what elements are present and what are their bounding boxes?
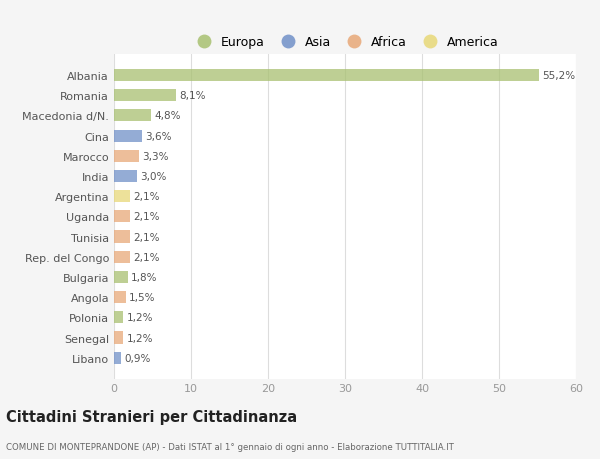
Bar — [114, 312, 123, 324]
Text: Cittadini Stranieri per Cittadinanza: Cittadini Stranieri per Cittadinanza — [6, 409, 297, 425]
Text: 1,8%: 1,8% — [131, 272, 157, 282]
Bar — [114, 190, 130, 203]
Bar — [114, 151, 139, 162]
Text: 3,0%: 3,0% — [140, 172, 167, 182]
Text: 3,3%: 3,3% — [142, 151, 169, 162]
Text: 2,1%: 2,1% — [133, 192, 160, 202]
Text: 8,1%: 8,1% — [179, 91, 206, 101]
Bar — [114, 231, 130, 243]
Text: 1,5%: 1,5% — [128, 292, 155, 302]
Legend: Europa, Asia, Africa, America: Europa, Asia, Africa, America — [187, 32, 503, 53]
Bar — [114, 110, 151, 122]
Bar — [114, 211, 130, 223]
Text: 3,6%: 3,6% — [145, 131, 172, 141]
Bar — [114, 130, 142, 142]
Bar — [114, 291, 125, 303]
Text: 2,1%: 2,1% — [133, 212, 160, 222]
Text: 2,1%: 2,1% — [133, 252, 160, 262]
Text: 1,2%: 1,2% — [127, 313, 153, 323]
Bar — [114, 70, 539, 82]
Text: COMUNE DI MONTEPRANDONE (AP) - Dati ISTAT al 1° gennaio di ogni anno - Elaborazi: COMUNE DI MONTEPRANDONE (AP) - Dati ISTA… — [6, 442, 454, 451]
Bar — [114, 352, 121, 364]
Bar — [114, 332, 123, 344]
Text: 0,9%: 0,9% — [124, 353, 151, 363]
Text: 2,1%: 2,1% — [133, 232, 160, 242]
Text: 55,2%: 55,2% — [542, 71, 575, 81]
Bar — [114, 90, 176, 102]
Text: 1,2%: 1,2% — [127, 333, 153, 343]
Bar — [114, 251, 130, 263]
Bar — [114, 171, 137, 183]
Text: 4,8%: 4,8% — [154, 111, 181, 121]
Bar — [114, 271, 128, 283]
